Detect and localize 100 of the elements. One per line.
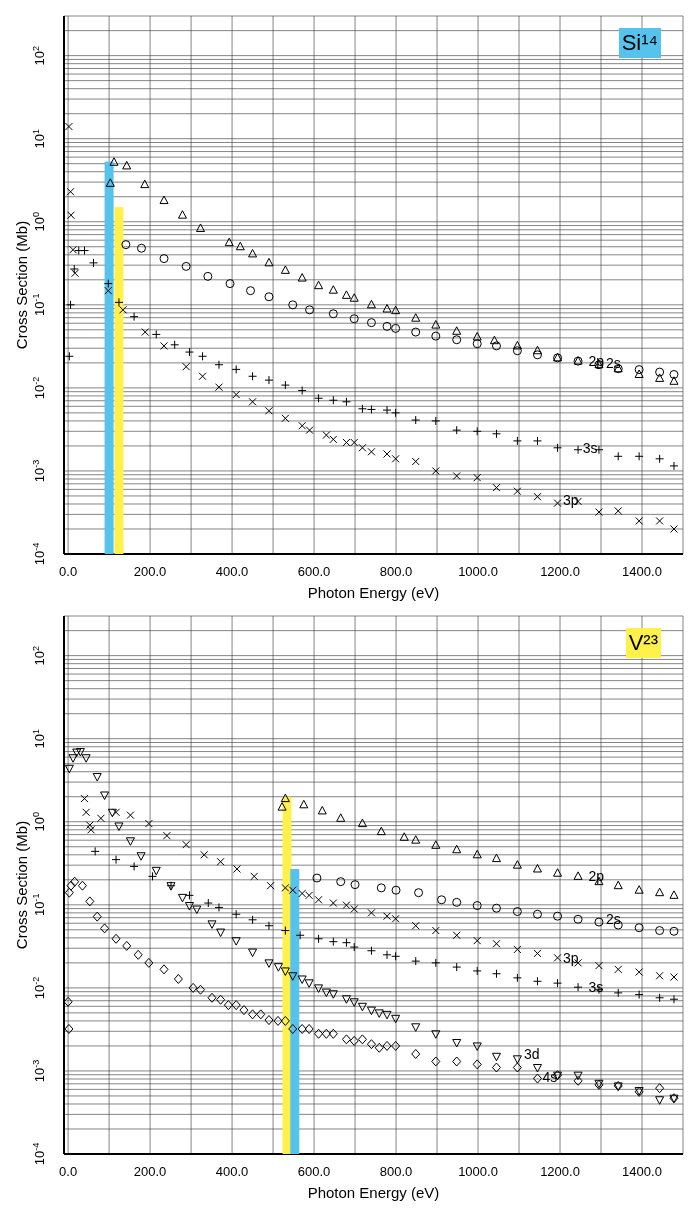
point xyxy=(431,926,440,935)
point xyxy=(109,157,119,166)
point xyxy=(126,811,135,820)
point xyxy=(69,245,78,254)
point xyxy=(305,891,314,900)
point xyxy=(391,1014,401,1024)
point xyxy=(207,992,217,1003)
point xyxy=(532,863,542,873)
point xyxy=(655,926,665,936)
point xyxy=(635,968,644,977)
point xyxy=(159,964,169,975)
point xyxy=(151,329,161,339)
point xyxy=(357,818,367,828)
point xyxy=(532,976,542,986)
point xyxy=(122,160,132,170)
point xyxy=(366,1006,376,1016)
point xyxy=(366,299,376,309)
point xyxy=(328,990,338,999)
point xyxy=(295,930,305,940)
annotation: 2p xyxy=(588,868,605,885)
point xyxy=(512,1062,522,1073)
point xyxy=(414,888,424,898)
point xyxy=(634,365,644,375)
point xyxy=(374,1042,384,1053)
point xyxy=(232,390,241,399)
point xyxy=(329,435,338,444)
point xyxy=(182,362,191,371)
point xyxy=(277,802,287,811)
point xyxy=(250,872,259,881)
point xyxy=(431,1056,441,1067)
point xyxy=(411,457,420,466)
point xyxy=(264,959,274,968)
point xyxy=(181,261,191,271)
point xyxy=(314,934,324,944)
point xyxy=(532,1073,542,1084)
point xyxy=(314,1028,324,1039)
point xyxy=(280,380,290,390)
point xyxy=(532,909,542,919)
point xyxy=(472,426,482,436)
point xyxy=(399,832,409,841)
point xyxy=(231,937,241,946)
point xyxy=(669,461,679,471)
point xyxy=(634,369,644,378)
point xyxy=(491,1052,501,1062)
point xyxy=(614,506,623,515)
point xyxy=(198,351,208,361)
point xyxy=(391,914,400,923)
point xyxy=(196,984,206,995)
point xyxy=(669,926,679,936)
point xyxy=(80,794,89,803)
point xyxy=(328,395,338,405)
point xyxy=(553,978,563,988)
point xyxy=(136,243,146,253)
point xyxy=(328,1028,338,1039)
point xyxy=(512,346,522,356)
point xyxy=(489,335,499,345)
point xyxy=(314,895,323,904)
point xyxy=(231,1000,241,1011)
point xyxy=(472,901,482,911)
x-tick-label: 200.0 xyxy=(133,564,167,579)
point xyxy=(69,264,79,274)
point xyxy=(148,871,158,881)
x-axis-title: Photon Energy (eV) xyxy=(307,584,440,601)
point xyxy=(322,431,331,440)
point xyxy=(669,994,679,1004)
point xyxy=(669,369,679,379)
point xyxy=(341,938,351,948)
annotation: 2p xyxy=(588,353,605,370)
point xyxy=(573,1071,583,1081)
point xyxy=(85,821,94,830)
point xyxy=(472,331,482,341)
point xyxy=(184,347,194,357)
point xyxy=(669,890,679,899)
point xyxy=(492,939,501,948)
point xyxy=(100,791,110,800)
annotation: 3p xyxy=(563,491,579,508)
point xyxy=(216,857,225,866)
x-tick-label: 800.0 xyxy=(379,1164,413,1179)
point xyxy=(533,492,542,501)
point xyxy=(104,286,113,295)
point xyxy=(411,313,421,322)
point xyxy=(573,1075,583,1086)
point xyxy=(280,967,290,976)
point xyxy=(111,933,121,944)
point xyxy=(298,889,307,898)
point xyxy=(452,471,461,480)
point xyxy=(553,953,562,962)
point xyxy=(248,397,257,406)
annotation: 2s xyxy=(606,354,621,371)
point xyxy=(391,951,401,961)
point xyxy=(173,973,183,984)
x-tick-label: 1000.0 xyxy=(458,1164,498,1179)
point xyxy=(64,996,73,1007)
point xyxy=(329,899,338,908)
point xyxy=(513,945,522,954)
point xyxy=(411,1048,421,1059)
point xyxy=(491,1062,501,1073)
point xyxy=(655,971,664,980)
annotation: 3s xyxy=(582,439,598,456)
point xyxy=(336,877,346,887)
